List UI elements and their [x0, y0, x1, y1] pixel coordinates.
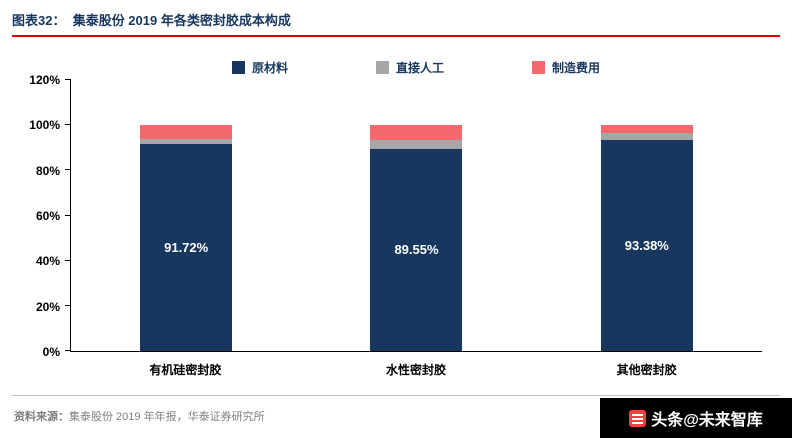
chart-header: 图表32： 集泰股份 2019 年各类密封胶成本构成 [0, 0, 792, 29]
legend-swatch [532, 61, 545, 74]
legend-swatch [231, 61, 245, 74]
y-tick-mark [65, 79, 71, 80]
bar-segment [140, 138, 233, 144]
y-tick-label: 40% [35, 254, 60, 269]
legend-item: 制造费用 [532, 59, 600, 76]
x-axis-label: 其他密封胶 [616, 363, 677, 377]
legend-label: 原材料 [251, 61, 288, 75]
bar-segment [600, 125, 693, 134]
y-tick-label: 80% [35, 163, 60, 178]
chart-title: 集泰股份 2019 年各类密封胶成本构成 [72, 13, 291, 28]
watermark-text: 头条@未来智库 [651, 412, 763, 429]
stacked-bar: 91.72% [140, 80, 233, 351]
stacked-bar: 93.38% [600, 80, 693, 351]
y-axis-labels: 0% 20% 40% 60% 80% 100% 120% [18, 73, 70, 359]
legend-item: 直接人工 [375, 59, 444, 76]
y-tick-mark [65, 124, 71, 126]
figure-number: 图表32： [12, 13, 73, 28]
bar-segment: 89.55% [370, 148, 463, 351]
y-tick-label: 0% [42, 345, 60, 359]
data-label: 89.55% [394, 242, 439, 258]
footer-divider [12, 395, 780, 396]
y-tick-label: 100% [29, 118, 60, 133]
y-tick-label: 20% [35, 299, 60, 314]
bar-segment: 91.72% [140, 143, 233, 351]
bar-segment [140, 125, 233, 139]
legend: 原材料 直接人工 制造费用 [70, 59, 762, 76]
watermark-badge: 头条@未来智库 [600, 398, 792, 438]
bar-segment [370, 139, 463, 149]
x-axis-label: 有机硅密封胶 [149, 363, 222, 377]
x-axis-label: 水性密封胶 [386, 363, 447, 377]
bar-slot: 91.72% [71, 80, 301, 351]
x-axis-labels: 有机硅密封胶 水性密封胶 其他密封胶 [70, 361, 762, 378]
y-tick-mark [65, 304, 71, 306]
chart-area: 原材料 直接人工 制造费用 0% 20% 40% 60% 80% 100% 120% 91.72… [0, 59, 792, 378]
source-label: 资料来源： [14, 411, 69, 423]
plot-row: 0% 20% 40% 60% 80% 100% 120% 91.72% 89.55% 93.38… [18, 73, 762, 359]
stacked-bar: 89.55% [370, 80, 463, 351]
y-tick-mark [65, 169, 71, 171]
legend-item: 原材料 [231, 59, 288, 76]
toutiao-logo-icon [629, 409, 647, 427]
bar-segment [600, 133, 693, 141]
bar-segment: 93.38% [600, 140, 693, 351]
bar-segment [370, 125, 463, 140]
bar-slot: 89.55% [301, 80, 531, 351]
legend-swatch [375, 61, 389, 74]
y-tick-label: 60% [35, 209, 60, 223]
y-tick-mark [65, 214, 71, 216]
y-tick-label: 120% [29, 73, 60, 87]
data-label: 93.38% [624, 238, 669, 254]
bar-slot: 93.38% [532, 80, 762, 351]
legend-label: 制造费用 [552, 61, 601, 75]
data-label: 91.72% [164, 239, 209, 255]
source-text: 集泰股份 2019 年年报，华泰证券研究所 [69, 411, 265, 423]
source-note: 资料来源：集泰股份 2019 年年报，华泰证券研究所 [14, 408, 265, 424]
title-underline-rule [12, 35, 780, 37]
plot-area: 91.72% 89.55% 93.38% [65, 79, 762, 352]
y-tick-mark [65, 350, 71, 351]
y-tick-mark [65, 259, 71, 261]
legend-label: 直接人工 [395, 61, 444, 75]
